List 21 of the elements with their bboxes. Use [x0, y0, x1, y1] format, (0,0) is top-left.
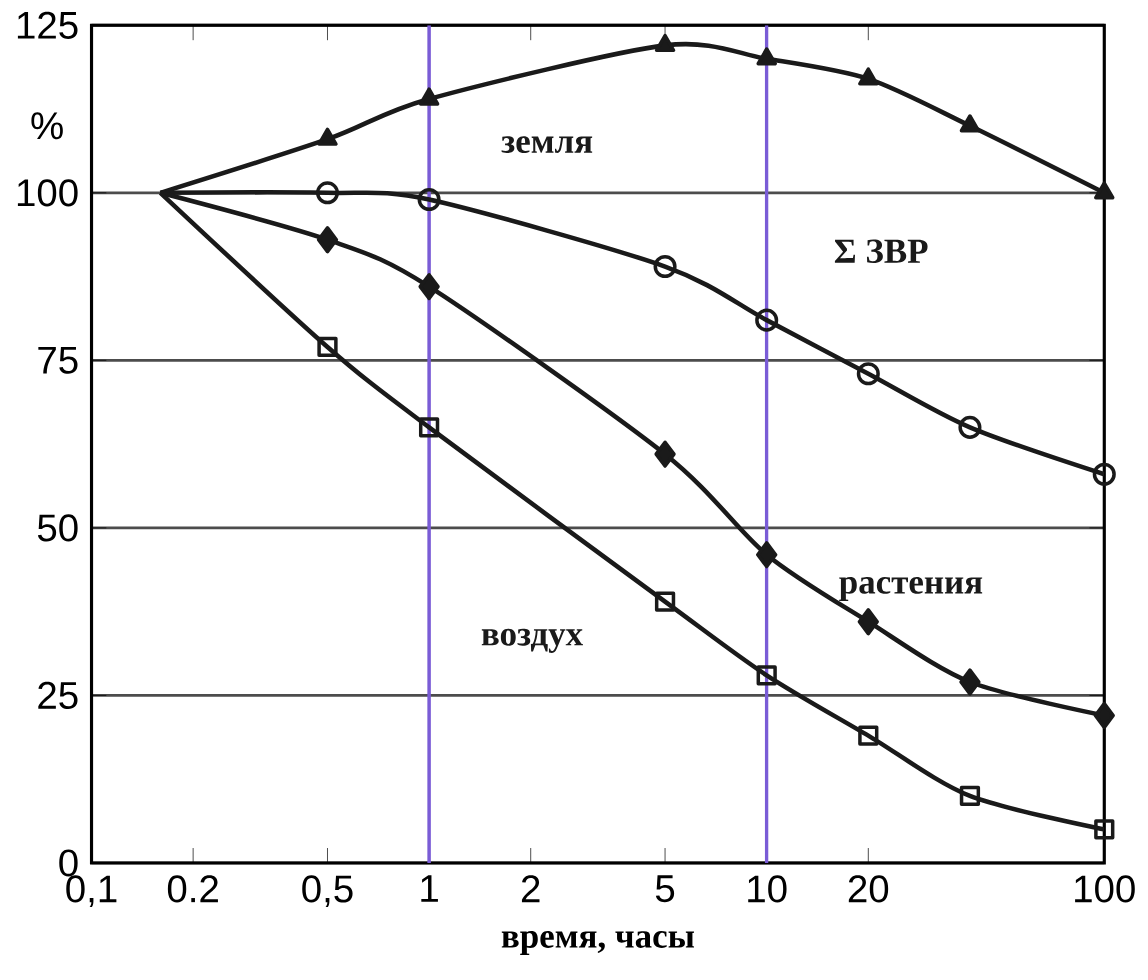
- x-tick-label: 0.2: [167, 875, 218, 903]
- series-label: земля: [501, 136, 593, 153]
- x-tick-label: 5: [655, 875, 675, 902]
- text: воздух: [481, 628, 583, 653]
- x-tick-label: 2: [521, 875, 540, 902]
- y-tick-label: 75: [38, 346, 78, 374]
- x-tick-label: 0,5: [302, 875, 353, 907]
- x-tick-label: 0,1: [66, 875, 117, 907]
- x-tick-label: 100: [1075, 875, 1135, 903]
- x-axis-title: время, часы: [501, 930, 695, 955]
- y-tick-label: 100: [17, 179, 78, 207]
- y-tick-label: 0: [59, 849, 78, 877]
- series-label: растения: [839, 576, 983, 601]
- y-tick-label: 25: [38, 681, 78, 709]
- x-tick-label: 1: [421, 875, 438, 902]
- y-tick-label: 50: [37, 514, 78, 542]
- y-tick-label: 125: [17, 11, 78, 39]
- text: Σ ЗВР: [834, 239, 928, 263]
- x-tick-label: 10: [748, 875, 787, 903]
- y-axis-title: %: [31, 112, 63, 140]
- x-tick-label: 20: [848, 875, 889, 903]
